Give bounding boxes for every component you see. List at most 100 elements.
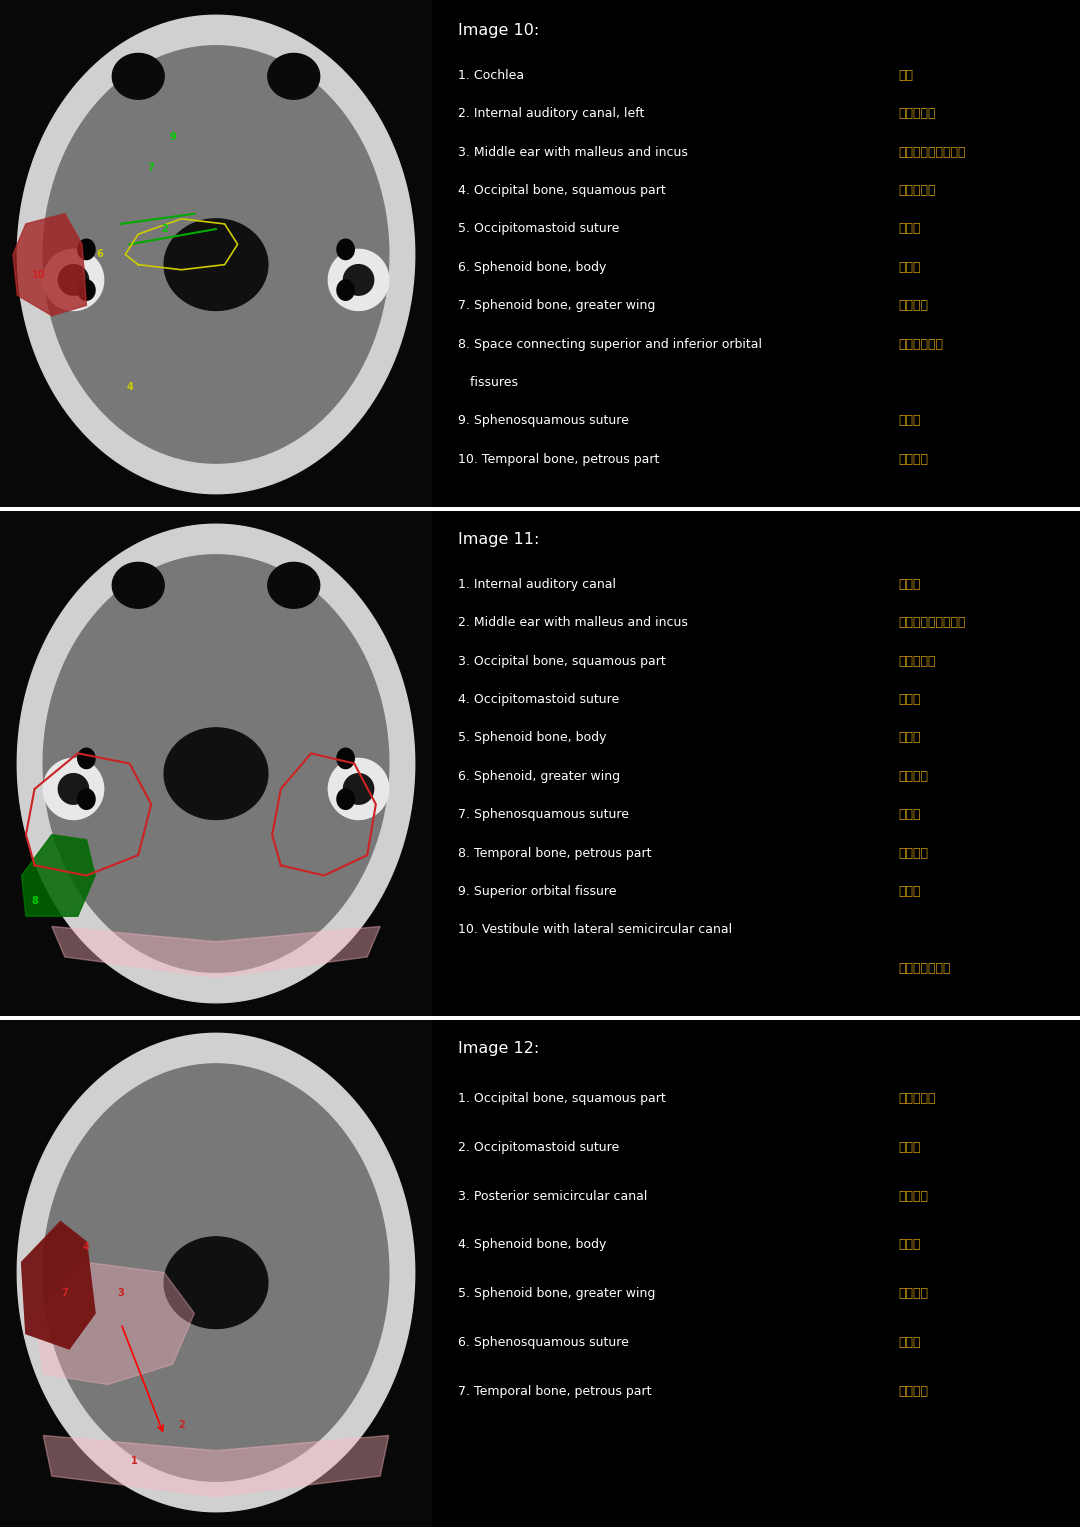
- Text: 上下眨裂间隙: 上下眨裂间隙: [899, 337, 944, 351]
- Text: 6. Sphenoid, greater wing: 6. Sphenoid, greater wing: [458, 770, 620, 783]
- Polygon shape: [78, 789, 95, 809]
- Text: 2: 2: [178, 1420, 185, 1431]
- Polygon shape: [268, 562, 320, 608]
- Text: 1: 1: [131, 1455, 137, 1466]
- Text: 8: 8: [31, 896, 38, 906]
- Polygon shape: [112, 53, 164, 99]
- Polygon shape: [35, 1263, 194, 1385]
- Text: 3: 3: [118, 1287, 124, 1298]
- Text: 7. Temporal bone, petrous part: 7. Temporal bone, petrous part: [458, 1385, 651, 1399]
- Polygon shape: [43, 759, 104, 820]
- Text: 枚骨，鸞部: 枚骨，鸞部: [899, 183, 936, 197]
- Polygon shape: [43, 1435, 389, 1496]
- Text: 蝶骨体: 蝶骨体: [899, 1238, 921, 1252]
- Text: 蝶骨大翄: 蝶骨大翄: [899, 1287, 929, 1301]
- Polygon shape: [164, 1237, 268, 1328]
- Text: 1. Occipital bone, squamous part: 1. Occipital bone, squamous part: [458, 1092, 665, 1106]
- Polygon shape: [164, 218, 268, 310]
- Polygon shape: [328, 249, 389, 310]
- Text: 蝶鳞缝: 蝶鳞缝: [899, 414, 921, 428]
- Text: 2. Middle ear with malleus and incus: 2. Middle ear with malleus and incus: [458, 615, 688, 629]
- Text: 4. Occipital bone, squamous part: 4. Occipital bone, squamous part: [458, 183, 665, 197]
- Text: 2. Internal auditory canal, left: 2. Internal auditory canal, left: [458, 107, 645, 121]
- Text: 4: 4: [83, 1241, 90, 1252]
- Text: 10: 10: [32, 270, 45, 279]
- Polygon shape: [328, 759, 389, 820]
- Text: 3. Middle ear with malleus and incus: 3. Middle ear with malleus and incus: [458, 145, 688, 159]
- Polygon shape: [22, 835, 95, 916]
- Text: 蝶骨大翄: 蝶骨大翄: [899, 770, 929, 783]
- Polygon shape: [13, 214, 86, 316]
- Text: 枚乳缝: 枚乳缝: [899, 1141, 921, 1154]
- Text: 耳蜗: 耳蜗: [899, 69, 914, 82]
- Text: 5. Sphenoid bone, greater wing: 5. Sphenoid bone, greater wing: [458, 1287, 656, 1301]
- Polygon shape: [343, 774, 374, 805]
- Text: 8. Space connecting superior and inferior orbital: 8. Space connecting superior and inferio…: [458, 337, 761, 351]
- Polygon shape: [78, 240, 95, 260]
- Text: 9: 9: [170, 133, 176, 142]
- Text: 7. Sphenoid bone, greater wing: 7. Sphenoid bone, greater wing: [458, 299, 656, 312]
- Text: 睜上裂: 睜上裂: [899, 886, 921, 898]
- Text: 4: 4: [126, 382, 133, 392]
- Polygon shape: [22, 1222, 95, 1348]
- Polygon shape: [78, 279, 95, 301]
- Text: fissures: fissures: [458, 376, 518, 389]
- Polygon shape: [58, 264, 89, 295]
- Polygon shape: [43, 554, 389, 973]
- Text: 1. Internal auditory canal: 1. Internal auditory canal: [458, 577, 616, 591]
- Text: Image 10:: Image 10:: [458, 23, 539, 38]
- Text: 5. Occipitomastoid suture: 5. Occipitomastoid suture: [458, 223, 619, 235]
- Polygon shape: [17, 1034, 415, 1512]
- Text: 蝶骨体: 蝶骨体: [899, 731, 921, 744]
- Polygon shape: [17, 524, 415, 1003]
- Text: 枚乳缝: 枚乳缝: [899, 693, 921, 705]
- Polygon shape: [337, 748, 354, 768]
- Polygon shape: [164, 728, 268, 820]
- Text: 枚骨，鸞部: 枚骨，鸞部: [899, 1092, 936, 1106]
- Text: 10. Vestibule with lateral semicircular canal: 10. Vestibule with lateral semicircular …: [458, 924, 732, 936]
- Polygon shape: [337, 240, 354, 260]
- Text: 后半规管: 后半规管: [899, 1190, 929, 1203]
- Text: 9. Sphenosquamous suture: 9. Sphenosquamous suture: [458, 414, 629, 428]
- Text: 颜骨岩部: 颜骨岩部: [899, 452, 929, 466]
- Text: 3. Posterior semicircular canal: 3. Posterior semicircular canal: [458, 1190, 647, 1203]
- Text: 5. Sphenoid bone, body: 5. Sphenoid bone, body: [458, 731, 607, 744]
- Text: 10. Temporal bone, petrous part: 10. Temporal bone, petrous part: [458, 452, 659, 466]
- Text: 4. Sphenoid bone, body: 4. Sphenoid bone, body: [458, 1238, 606, 1252]
- Text: 中耳内的锤骨与砧骨: 中耳内的锤骨与砧骨: [899, 145, 966, 159]
- Text: 蝶骨体: 蝶骨体: [899, 261, 921, 273]
- Text: 颜骨岩部: 颜骨岩部: [899, 846, 929, 860]
- Polygon shape: [43, 46, 389, 463]
- Polygon shape: [337, 789, 354, 809]
- Text: 4. Occipitomastoid suture: 4. Occipitomastoid suture: [458, 693, 619, 705]
- Polygon shape: [22, 835, 95, 916]
- Polygon shape: [58, 774, 89, 805]
- Text: 蝶骨大翄: 蝶骨大翄: [899, 299, 929, 312]
- Polygon shape: [22, 1222, 95, 1348]
- Text: 7: 7: [62, 1287, 68, 1298]
- Text: 6: 6: [96, 249, 103, 260]
- Text: 3. Occipital bone, squamous part: 3. Occipital bone, squamous part: [458, 655, 665, 667]
- Polygon shape: [43, 249, 104, 310]
- Polygon shape: [112, 562, 164, 608]
- Text: Image 12:: Image 12:: [458, 1041, 539, 1057]
- Text: 枚骨，鸞部: 枚骨，鸞部: [899, 655, 936, 667]
- Text: 7: 7: [148, 163, 154, 173]
- Text: 外侧半规管前庭: 外侧半规管前庭: [899, 962, 951, 974]
- Text: 内听道: 内听道: [899, 577, 921, 591]
- Text: 8. Temporal bone, petrous part: 8. Temporal bone, petrous part: [458, 846, 651, 860]
- Text: 颜骨岩部: 颜骨岩部: [899, 1385, 929, 1399]
- Text: 内听道，左: 内听道，左: [899, 107, 936, 121]
- Text: 枚乳缝: 枚乳缝: [899, 223, 921, 235]
- Polygon shape: [52, 927, 380, 977]
- Text: 2. Occipitomastoid suture: 2. Occipitomastoid suture: [458, 1141, 619, 1154]
- Text: 1. Cochlea: 1. Cochlea: [458, 69, 524, 82]
- Polygon shape: [343, 264, 374, 295]
- Polygon shape: [78, 748, 95, 768]
- Text: 蝶鳞缝: 蝶鳞缝: [899, 1336, 921, 1350]
- Text: 7. Sphenosquamous suture: 7. Sphenosquamous suture: [458, 808, 629, 822]
- Text: 6. Sphenosquamous suture: 6. Sphenosquamous suture: [458, 1336, 629, 1350]
- Polygon shape: [43, 1064, 389, 1481]
- Text: 6. Sphenoid bone, body: 6. Sphenoid bone, body: [458, 261, 606, 273]
- Polygon shape: [337, 279, 354, 301]
